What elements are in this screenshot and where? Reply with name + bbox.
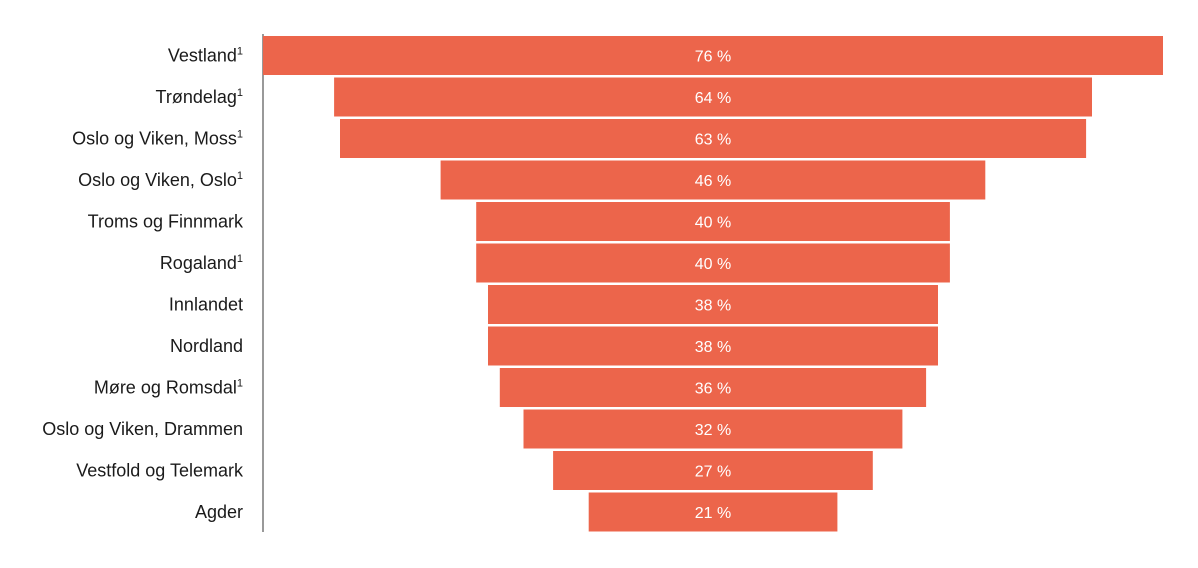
bar-value-label: 27 % <box>695 464 731 481</box>
footnote-marker: 1 <box>237 46 243 58</box>
category-label: Oslo og Viken, Oslo1 <box>78 170 243 190</box>
category-label: Trøndelag1 <box>156 87 244 107</box>
bar-value-label: 21 % <box>695 505 731 522</box>
category-label: Vestland1 <box>168 46 243 66</box>
bar <box>488 326 938 366</box>
category-label-text: Troms og Finnmark <box>88 212 244 232</box>
category-label-text: Vestfold og Telemark <box>76 461 244 481</box>
category-label-text: Trøndelag <box>156 87 237 107</box>
footnote-marker: 1 <box>237 253 243 265</box>
category-label-text: Oslo og Viken, Drammen <box>42 419 243 439</box>
bar <box>263 36 1163 75</box>
category-label-text: Vestland <box>168 46 237 66</box>
category-label: Vestfold og Telemark <box>76 461 244 481</box>
bar <box>523 409 903 449</box>
bar <box>334 77 1093 117</box>
category-label: Nordland <box>170 336 243 356</box>
footnote-marker: 1 <box>237 87 243 99</box>
footnote-marker: 1 <box>237 378 243 390</box>
bar <box>488 285 938 324</box>
bar-value-label: 63 % <box>695 132 731 149</box>
bar-value-label: 38 % <box>695 298 731 315</box>
category-label-text: Innlandet <box>169 295 243 315</box>
footnote-marker: 1 <box>237 129 243 141</box>
category-label: Møre og Romsdal1 <box>94 378 243 398</box>
bar <box>476 243 950 283</box>
bar <box>340 119 1087 158</box>
bar-value-label: 46 % <box>695 173 731 190</box>
bar-value-label: 38 % <box>695 339 731 356</box>
bar-value-label: 36 % <box>695 381 731 398</box>
category-label: Agder <box>195 502 243 522</box>
footnote-marker: 1 <box>237 170 243 182</box>
category-label-text: Rogaland <box>160 253 237 273</box>
category-label-text: Møre og Romsdal <box>94 378 237 398</box>
bar-value-label: 64 % <box>695 90 731 107</box>
bar <box>588 492 838 532</box>
bar <box>499 368 927 407</box>
category-label: Innlandet <box>169 295 243 315</box>
category-label-text: Nordland <box>170 336 243 356</box>
category-label: Troms og Finnmark <box>88 212 244 232</box>
bar-value-label: 40 % <box>695 215 731 232</box>
category-label: Oslo og Viken, Moss1 <box>72 129 243 149</box>
bar <box>553 451 873 490</box>
bar <box>440 160 986 200</box>
category-label: Rogaland1 <box>160 253 243 273</box>
category-label-text: Agder <box>195 502 243 522</box>
bar <box>476 202 950 241</box>
category-label-text: Oslo og Viken, Moss <box>72 129 237 149</box>
bar-value-label: 32 % <box>695 422 731 439</box>
bar-value-label: 76 % <box>695 49 731 66</box>
bar-value-label: 40 % <box>695 256 731 273</box>
category-label-text: Oslo og Viken, Oslo <box>78 170 237 190</box>
category-label: Oslo og Viken, Drammen <box>42 419 243 439</box>
